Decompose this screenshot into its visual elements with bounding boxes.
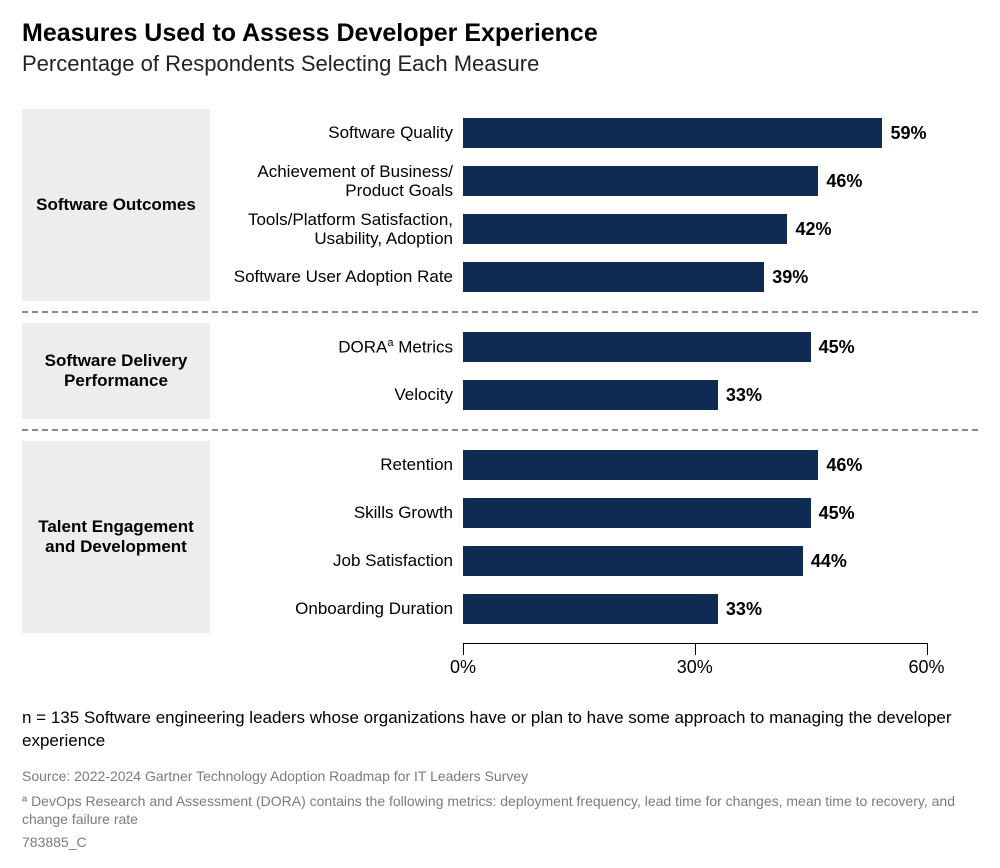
bar-track: 33%	[463, 594, 978, 624]
chart-group: Software Delivery PerformanceDORAa Metri…	[22, 313, 978, 431]
axis-tick-label: 0%	[450, 657, 476, 678]
bar-row: Retention 46%	[210, 441, 978, 489]
chart-group: Talent Engagement and DevelopmentRetenti…	[22, 431, 978, 643]
footnote-text: ª DevOps Research and Assessment (DORA) …	[22, 792, 978, 828]
bar-label: Skills Growth	[210, 503, 463, 523]
bar-value-label: 46%	[826, 171, 862, 192]
chart-subtitle: Percentage of Respondents Selecting Each…	[22, 51, 978, 77]
group-label: Software Delivery Performance	[22, 323, 210, 419]
bar-label: Job Satisfaction	[210, 551, 463, 571]
bar-label: Software Quality	[210, 123, 463, 143]
bar	[463, 594, 718, 624]
bar-label: Velocity	[210, 385, 463, 405]
x-axis: 0% 30% 60%	[22, 643, 978, 687]
bar-value-label: 46%	[826, 455, 862, 476]
bar-track: 45%	[463, 332, 978, 362]
bar-label: Retention	[210, 455, 463, 475]
bar-row: Software User Adoption Rate 39%	[210, 253, 978, 301]
bar-value-label: 42%	[795, 219, 831, 240]
bar-value-label: 45%	[819, 503, 855, 524]
bar-row: Achievement of Business/Product Goals 46%	[210, 157, 978, 205]
bar-value-label: 33%	[726, 599, 762, 620]
bar-label: DORAa Metrics	[210, 337, 463, 357]
bar-row: Job Satisfaction 44%	[210, 537, 978, 585]
bar-value-label: 45%	[819, 337, 855, 358]
bar-row: Onboarding Duration 33%	[210, 585, 978, 633]
bar-label: Software User Adoption Rate	[210, 267, 463, 287]
group-bars: Software Quality 59% Achievement of Busine…	[210, 99, 978, 311]
bar-track: 45%	[463, 498, 978, 528]
bar-chart: Software OutcomesSoftware Quality 59% Achi…	[22, 99, 978, 643]
bar-row: Software Quality 59%	[210, 109, 978, 157]
axis-tick-label: 60%	[908, 657, 944, 678]
reference-id: 783885_C	[22, 834, 978, 850]
bar-label: Onboarding Duration	[210, 599, 463, 619]
bar-label: Achievement of Business/Product Goals	[210, 162, 463, 201]
bar-value-label: 39%	[772, 267, 808, 288]
bar	[463, 118, 882, 148]
bar-track: 39%	[463, 262, 978, 292]
chart-title: Measures Used to Assess Developer Experi…	[22, 18, 978, 49]
bar-track: 46%	[463, 450, 978, 480]
bar-track: 44%	[463, 546, 978, 576]
axis-tick-label: 30%	[677, 657, 713, 678]
bar-value-label: 59%	[890, 123, 926, 144]
axis-tick	[463, 643, 464, 655]
bar-track: 42%	[463, 214, 978, 244]
bar-row: Velocity 33%	[210, 371, 978, 419]
bar-value-label: 44%	[811, 551, 847, 572]
bar	[463, 214, 787, 244]
sample-note: n = 135 Software engineering leaders who…	[22, 707, 978, 753]
bar-track: 33%	[463, 380, 978, 410]
bar	[463, 332, 811, 362]
bar-value-label: 33%	[726, 385, 762, 406]
group-bars: DORAa Metrics 45% Velocity 33%	[210, 313, 978, 429]
bar	[463, 262, 764, 292]
bar	[463, 450, 818, 480]
bar-track: 59%	[463, 118, 978, 148]
bar	[463, 380, 718, 410]
bar-row: Tools/Platform Satisfaction,Usability, A…	[210, 205, 978, 253]
group-bars: Retention 46% Skills Growth 45% Job Satisfac…	[210, 431, 978, 643]
axis-tick	[695, 643, 696, 655]
axis-tick	[927, 643, 928, 655]
bar-row: DORAa Metrics 45%	[210, 323, 978, 371]
bar-label: Tools/Platform Satisfaction,Usability, A…	[210, 210, 463, 249]
source-text: Source: 2022-2024 Gartner Technology Ado…	[22, 767, 978, 786]
bar	[463, 498, 811, 528]
group-label: Software Outcomes	[22, 109, 210, 301]
bar-track: 46%	[463, 166, 978, 196]
bar-row: Skills Growth 45%	[210, 489, 978, 537]
group-label: Talent Engagement and Development	[22, 441, 210, 633]
chart-group: Software OutcomesSoftware Quality 59% Achi…	[22, 99, 978, 313]
bar	[463, 166, 818, 196]
bar	[463, 546, 803, 576]
